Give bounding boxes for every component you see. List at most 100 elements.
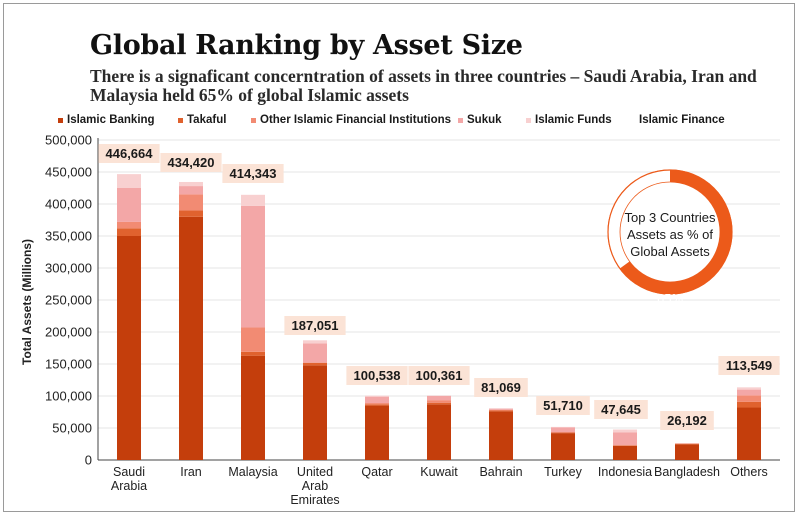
category-label: Saudi bbox=[113, 465, 145, 479]
category-label: Iran bbox=[180, 465, 202, 479]
bar-segment bbox=[737, 389, 761, 396]
bar-segment bbox=[613, 445, 637, 446]
category-label: Turkey bbox=[544, 465, 582, 479]
bar-segment bbox=[365, 404, 389, 406]
bar-segment bbox=[241, 194, 265, 206]
bar-segment bbox=[551, 432, 575, 434]
bar-segment bbox=[303, 340, 327, 344]
bar-segment bbox=[365, 395, 389, 397]
bar-segment bbox=[737, 387, 761, 390]
bar-segment bbox=[489, 409, 513, 411]
value-label-bg bbox=[222, 164, 284, 183]
bar-segment bbox=[117, 228, 141, 236]
category-label: Indonesia bbox=[598, 465, 652, 479]
bar-segment bbox=[365, 405, 389, 460]
y-tick-label: 250,000 bbox=[45, 293, 92, 308]
bar-segment bbox=[737, 407, 761, 460]
donut-value-label: 65% bbox=[657, 291, 683, 306]
value-label: 187,051 bbox=[292, 318, 339, 333]
bar-segment bbox=[427, 395, 451, 401]
value-label-bg bbox=[660, 411, 714, 430]
y-tick-label: 500,000 bbox=[45, 133, 92, 148]
legend-label: Other Islamic Financial Institutions bbox=[260, 114, 452, 126]
legend-swatch bbox=[526, 117, 531, 123]
y-tick-label: 200,000 bbox=[45, 325, 92, 340]
bar-segment bbox=[737, 401, 761, 408]
legend-swatch bbox=[458, 117, 463, 123]
y-tick-label: 50,000 bbox=[52, 421, 92, 436]
value-label-bg bbox=[284, 316, 346, 335]
y-axis-label: Total Assets (Millions) bbox=[20, 239, 34, 365]
value-label-bg bbox=[346, 366, 408, 385]
category-label: United bbox=[297, 465, 333, 479]
category-label: Others bbox=[730, 465, 768, 479]
legend-item: Takaful bbox=[178, 114, 226, 126]
bar-segment bbox=[179, 186, 203, 195]
bar-segment bbox=[179, 210, 203, 217]
bar-segment bbox=[489, 411, 513, 460]
bar-segment bbox=[179, 194, 203, 211]
value-label: 414,343 bbox=[230, 166, 277, 181]
category-label: Arabia bbox=[111, 479, 147, 493]
bar-segment bbox=[489, 408, 513, 409]
donut-label: Assets as % of bbox=[627, 227, 713, 242]
legend-swatch bbox=[58, 117, 63, 123]
bar-segment bbox=[179, 216, 203, 460]
y-tick-label: 100,000 bbox=[45, 389, 92, 404]
chart-title: Global Ranking by Asset Size bbox=[90, 30, 523, 61]
y-tick-label: 350,000 bbox=[45, 229, 92, 244]
donut-label: Global Assets bbox=[630, 244, 710, 259]
bar-segment bbox=[241, 355, 265, 460]
value-label: 113,549 bbox=[726, 358, 772, 373]
y-tick-label: 300,000 bbox=[45, 261, 92, 276]
category-label: Qatar bbox=[361, 465, 392, 479]
value-label-bg bbox=[474, 378, 528, 397]
bar-segment bbox=[489, 410, 513, 412]
value-label-bg bbox=[160, 153, 222, 172]
y-tick-label: 0 bbox=[85, 453, 92, 468]
legend-label: Islamic Funds bbox=[535, 114, 612, 126]
value-label: 26,192 bbox=[667, 413, 707, 428]
value-label-bg bbox=[594, 400, 648, 419]
bar-segment bbox=[179, 181, 203, 187]
category-label: Kuwait bbox=[420, 465, 458, 479]
legend-item: Islamic Finance bbox=[630, 114, 725, 126]
bar-segment bbox=[551, 433, 575, 460]
legend-label: Takaful bbox=[187, 114, 227, 126]
value-label-bg bbox=[718, 356, 780, 375]
value-label: 434,420 bbox=[168, 155, 215, 170]
bar-segment bbox=[737, 395, 761, 402]
bar-segment bbox=[241, 327, 265, 352]
bar-segment bbox=[241, 205, 265, 328]
value-label-bg bbox=[408, 366, 470, 385]
legend-swatch bbox=[251, 117, 256, 123]
value-label-bg bbox=[98, 144, 160, 163]
legend-item: Sukuk bbox=[458, 114, 502, 126]
donut-label: Top 3 Countries bbox=[624, 210, 716, 225]
donut-hole bbox=[619, 181, 721, 283]
category-label: Bahrain bbox=[479, 465, 522, 479]
value-label: 100,538 bbox=[354, 368, 401, 383]
y-tick-label: 400,000 bbox=[45, 197, 92, 212]
bar-segment bbox=[427, 400, 451, 403]
value-label: 81,069 bbox=[481, 380, 521, 395]
chart-subtitle: There is a signaficant concerntration of… bbox=[90, 66, 757, 105]
value-label: 446,664 bbox=[106, 146, 154, 161]
bar-segment bbox=[117, 221, 141, 229]
bar-segment bbox=[613, 432, 637, 446]
y-tick-label: 150,000 bbox=[45, 357, 92, 372]
bar-segment bbox=[365, 403, 389, 405]
legend-label: Sukuk bbox=[467, 114, 502, 126]
value-label-bg bbox=[536, 396, 590, 415]
bar-segment bbox=[241, 351, 265, 356]
bar-segment bbox=[117, 188, 141, 222]
bar-segment bbox=[303, 362, 327, 366]
category-label: Emirates bbox=[290, 493, 339, 507]
bar-segment bbox=[675, 444, 699, 460]
donut-outline bbox=[607, 169, 733, 295]
legend-item: Islamic Banking bbox=[58, 114, 155, 126]
bar-segment bbox=[675, 443, 699, 445]
bar-segment bbox=[613, 429, 637, 433]
bar-segment bbox=[117, 174, 141, 188]
